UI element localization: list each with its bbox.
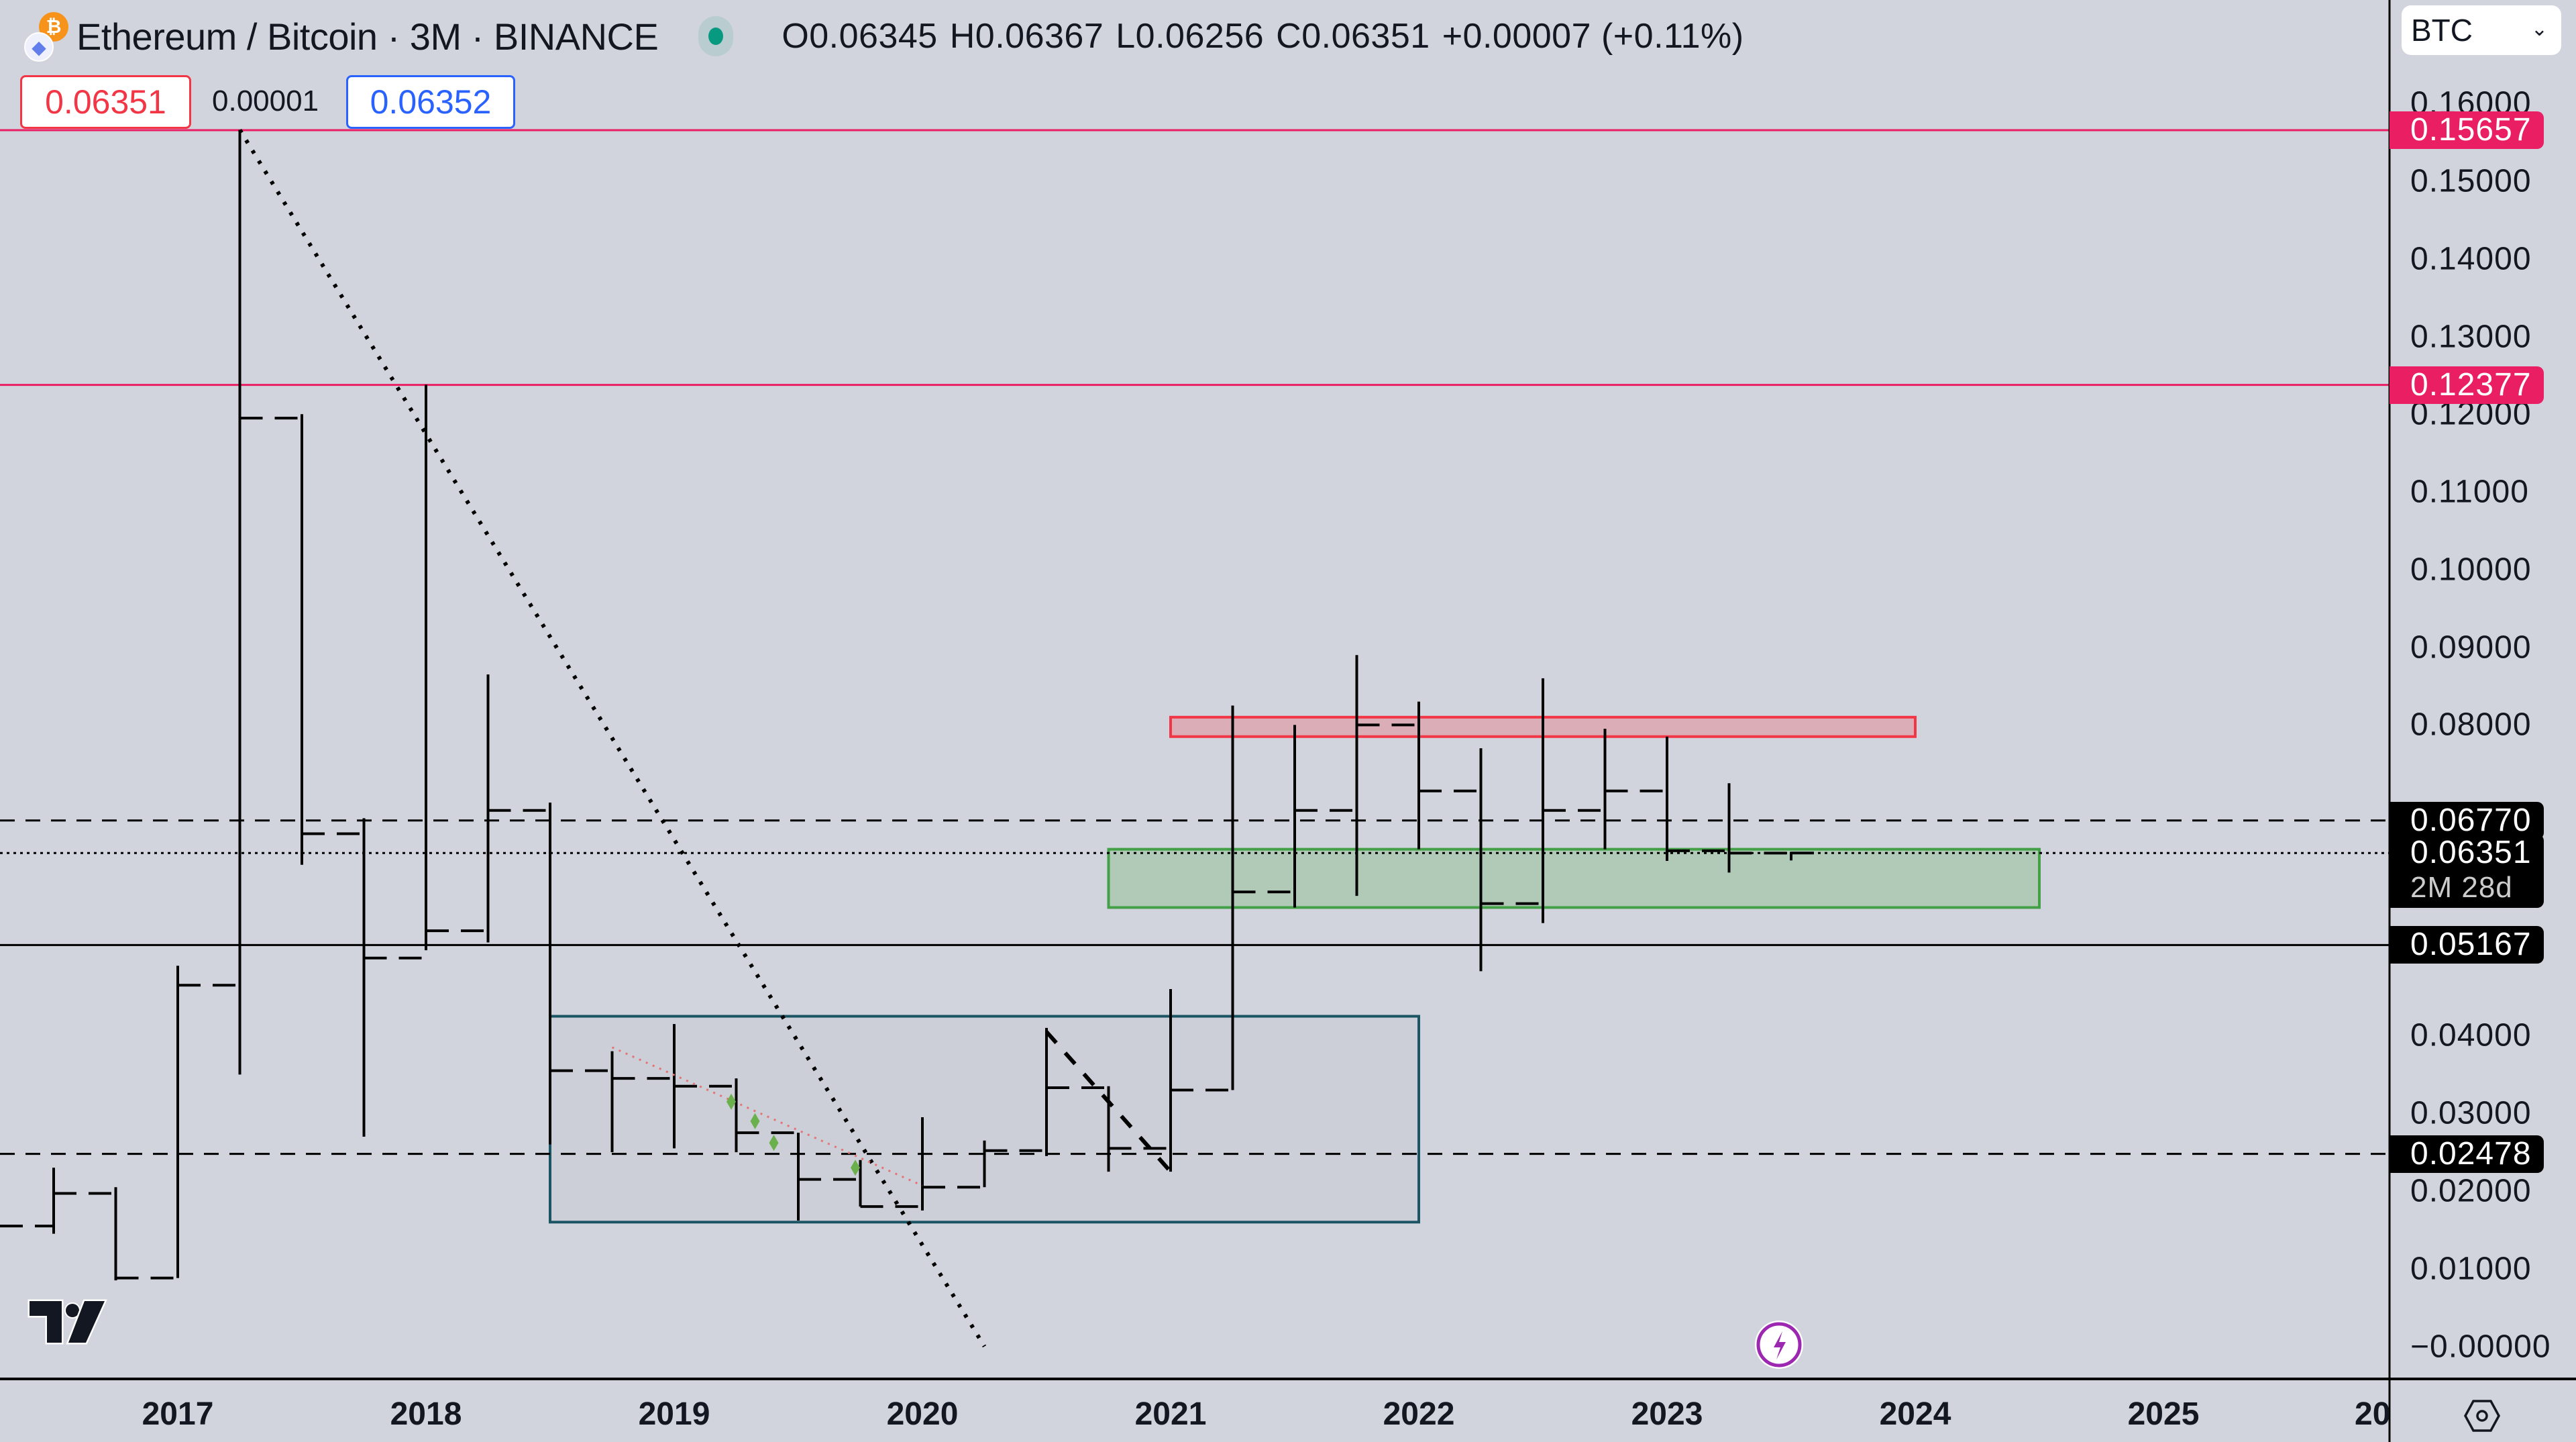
- ethereum-icon: ◆: [24, 32, 54, 62]
- price-tick: 0.01000: [2410, 1251, 2532, 1287]
- price-tick: 0.11000: [2410, 474, 2529, 510]
- buy-button[interactable]: 0.06352: [346, 75, 515, 129]
- trendline: [237, 129, 987, 1348]
- price-label: 0.05167: [2390, 926, 2544, 964]
- price-tick: 0.10000: [2410, 552, 2532, 588]
- chart-header: ₿ ◆ Ethereum / Bitcoin · 3M · BINANCE O0…: [20, 9, 1756, 63]
- currency-select[interactable]: BTC ⌄: [2402, 5, 2561, 55]
- time-tick: 2017: [142, 1396, 214, 1432]
- price-label: 0.15657: [2390, 111, 2544, 149]
- close-value: C0.06351: [1276, 17, 1430, 56]
- price-tick: 0.04000: [2410, 1017, 2532, 1053]
- spread-value: 0.00001: [212, 85, 319, 117]
- time-tick: 2019: [638, 1396, 710, 1432]
- time-tick: 2022: [1383, 1396, 1455, 1432]
- signal-marker: [769, 1135, 779, 1151]
- market-status-icon: [698, 16, 734, 56]
- time-tick: 2020: [886, 1396, 959, 1432]
- low-value: L0.06256: [1116, 17, 1265, 56]
- time-tick: 20: [2355, 1396, 2391, 1432]
- time-tick: 2024: [1879, 1396, 1951, 1432]
- price-tick: 0.13000: [2410, 319, 2532, 355]
- trendline: [611, 1046, 923, 1187]
- settings-hexagon-icon[interactable]: [2462, 1396, 2502, 1436]
- symbol-title[interactable]: Ethereum / Bitcoin · 3M · BINANCE: [76, 15, 659, 58]
- chevron-down-icon: ⌄: [2530, 18, 2548, 40]
- lightning-icon[interactable]: [1752, 1318, 1806, 1372]
- change-value: +0.00007 (+0.11%): [1442, 17, 1744, 56]
- symbol-icons: ₿ ◆: [20, 9, 74, 63]
- time-tick: 2018: [390, 1396, 462, 1432]
- price-label: 0.06351 2M 28d: [2390, 834, 2544, 909]
- open-value: O0.06345: [782, 17, 938, 56]
- currency-value: BTC: [2411, 13, 2473, 48]
- price-tick: 0.15000: [2410, 163, 2532, 199]
- price-tick: 0.03000: [2410, 1095, 2532, 1131]
- price-label: 0.12377: [2390, 366, 2544, 404]
- countdown-label: 2M 28d: [2410, 871, 2513, 905]
- tradingview-logo[interactable]: [27, 1298, 107, 1349]
- price-label: 0.06770: [2390, 801, 2544, 839]
- price-tick: 0.08000: [2410, 707, 2532, 743]
- signal-marker: [750, 1113, 760, 1129]
- accumulation-range-zone: [549, 1015, 1420, 1224]
- ohlc-values: O0.06345 H0.06367 L0.06256 C0.06351 +0.00007…: [782, 16, 1756, 56]
- sell-button[interactable]: 0.06351: [20, 75, 191, 129]
- time-tick: 2021: [1134, 1396, 1207, 1432]
- time-tick: 2023: [1631, 1396, 1703, 1432]
- trendline: [1044, 1030, 1173, 1174]
- signal-marker: [727, 1093, 736, 1110]
- price-tick: −0.00000: [2410, 1329, 2551, 1365]
- time-tick: 2025: [2127, 1396, 2200, 1432]
- price-tick: 0.14000: [2410, 241, 2532, 277]
- support-zone: [1107, 847, 2041, 909]
- high-value: H0.06367: [949, 17, 1104, 56]
- price-label: 0.02478: [2390, 1135, 2544, 1173]
- price-tick: 0.09000: [2410, 629, 2532, 666]
- price-tick: 0.02000: [2410, 1173, 2532, 1209]
- signal-marker: [851, 1160, 860, 1176]
